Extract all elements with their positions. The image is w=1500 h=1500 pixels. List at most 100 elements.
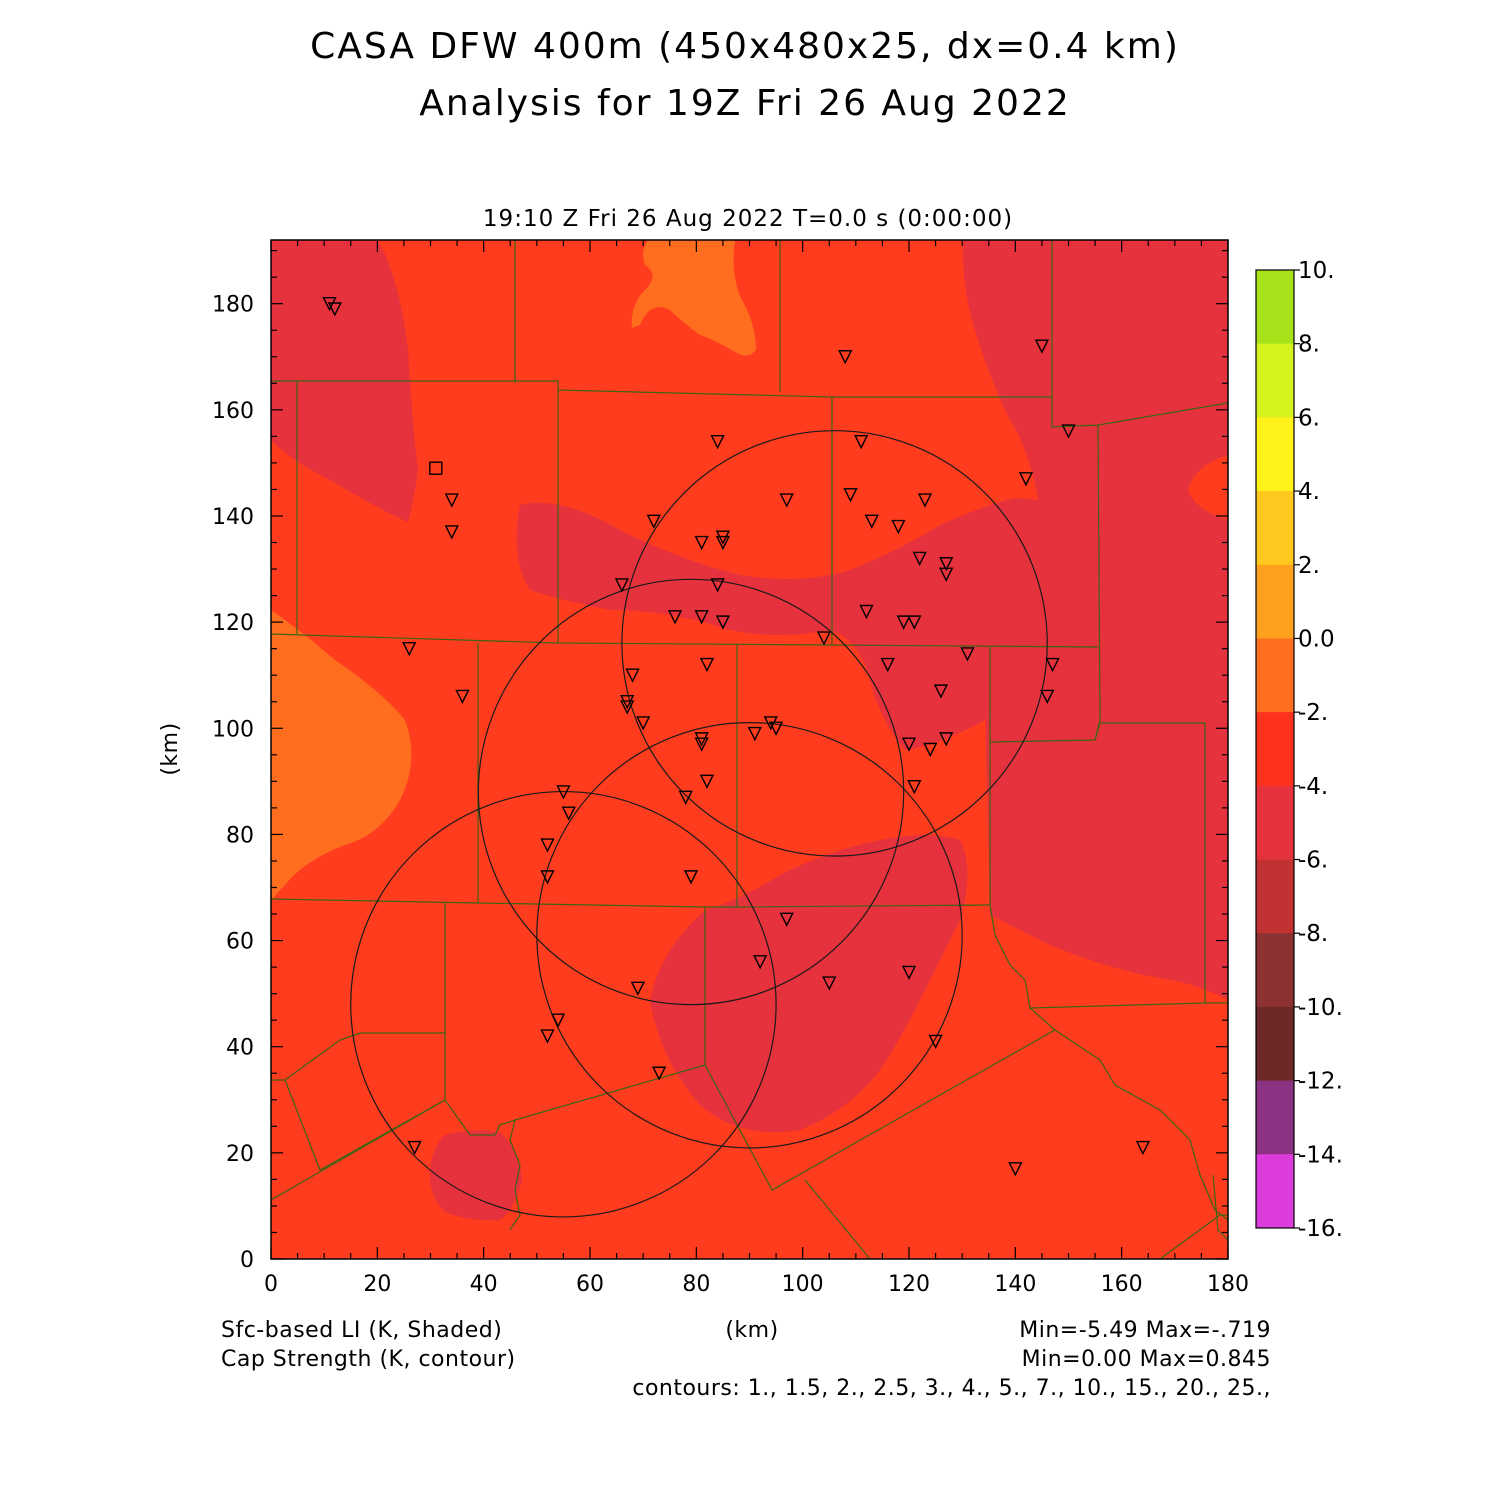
x-tick-label: 100 [782, 1272, 824, 1297]
station-marker [683, 870, 699, 885]
station-marker [891, 519, 906, 535]
station-marker [667, 610, 683, 625]
station-marker [843, 488, 858, 503]
station-marker [1135, 1140, 1151, 1156]
station-marker [747, 726, 762, 742]
colorbar-frame [1255, 269, 1295, 1229]
contour-stats: Min=0.00 Max=0.845 [1022, 1347, 1271, 1372]
y-tick-label: 20 [226, 1142, 254, 1167]
radar-circle [350, 790, 777, 1218]
colorbar-label: -14. [1298, 1142, 1343, 1168]
contours-list: contours: 1., 1.5, 2., 2.5, 3., 4., 5., … [632, 1376, 1271, 1401]
county-boundaries [271, 240, 1228, 1259]
station-marker [636, 716, 651, 731]
field-label: Sfc-based LI (K, Shaded) [221, 1318, 502, 1343]
field-region-orange-north [631, 240, 756, 356]
station-marker [678, 790, 693, 805]
field-region-red-northeast [962, 240, 1228, 1000]
station-marker [753, 955, 768, 970]
y-tick-label: 0 [240, 1248, 254, 1273]
station-marker [444, 493, 459, 508]
colorbar-swatch [1256, 417, 1294, 492]
station-marker [864, 514, 879, 529]
x-tick-label: 120 [888, 1272, 930, 1297]
station-marker [455, 689, 470, 704]
colorbar-label: 10. [1298, 258, 1335, 284]
contour-label: Cap Strength (K, contour) [221, 1347, 516, 1372]
station-marker [912, 551, 927, 567]
station-marker [646, 514, 661, 529]
y-tick-labels: 0 20 40 60 80 100 120 140 160 180 [212, 293, 254, 1273]
y-tick-label: 140 [212, 505, 254, 530]
station-marker [939, 732, 954, 747]
radar-circle [477, 578, 905, 1006]
station-marker [630, 981, 645, 996]
station-marker [710, 434, 725, 450]
colorbar-swatch [1256, 343, 1294, 418]
station-marker [699, 657, 715, 673]
time-label: 19:10 Z Fri 26 Aug 2022 T=0.0 s (0:00:00… [483, 206, 1013, 232]
station-marker [896, 615, 911, 630]
station-marker [556, 785, 571, 800]
colorbar-label: 4. [1298, 479, 1320, 505]
radar-range-circles [350, 430, 1048, 1218]
station-marker [901, 737, 917, 752]
field-region-orange-west [271, 610, 412, 900]
station-marker [933, 684, 949, 699]
station-marker [822, 976, 837, 991]
station-marker [625, 668, 640, 683]
x-tick-label: 40 [470, 1272, 498, 1297]
x-tick-label: 140 [994, 1272, 1036, 1297]
station-marker [540, 838, 555, 853]
station-marker [779, 493, 794, 508]
y-axis-label: (km) [158, 722, 183, 775]
station-marker [768, 721, 784, 736]
station-marker [838, 350, 853, 365]
station-marker [715, 535, 731, 551]
station-square-marker [429, 461, 443, 475]
x-tick-labels: 0 20 40 60 80 100 120 140 160 180 [264, 1272, 1249, 1297]
colorbar-label: 0.0 [1298, 626, 1335, 652]
colorbar-label: -16. [1298, 1216, 1343, 1242]
chart-title: CASA DFW 400m (450x480x25, dx=0.4 km) [310, 26, 1180, 67]
colorbar-label: -10. [1298, 995, 1343, 1021]
station-marker [651, 1066, 667, 1081]
y-tick-label: 120 [212, 611, 254, 636]
plot-area [271, 240, 1228, 1259]
station-marker [779, 912, 794, 927]
station-marker [407, 1140, 422, 1156]
station-marker [402, 641, 417, 657]
y-tick-label: 180 [212, 293, 254, 318]
colorbar-swatch [1256, 933, 1294, 1008]
colorbar-swatch [1256, 638, 1294, 713]
colorbar: 10. 8. 6. 4. 2. 0.0 -2. -4. -6. -8. -10. -12. -14. -1… [1255, 258, 1343, 1242]
field-region-red-southwest [429, 1130, 522, 1221]
x-tick-label: 180 [1207, 1272, 1249, 1297]
station-marker [540, 1029, 555, 1044]
x-tick-label: 160 [1101, 1272, 1143, 1297]
station-marker [939, 557, 954, 572]
station-marker [550, 1013, 566, 1028]
station-marker [694, 535, 709, 551]
colorbar-swatch [1256, 564, 1294, 639]
station-marker [928, 1034, 943, 1049]
station-marker [859, 604, 874, 620]
station-marker [1018, 472, 1034, 487]
field-stats: Min=-5.49 Max=-.719 [1019, 1318, 1271, 1343]
station-marker [907, 615, 922, 630]
colorbar-swatch [1256, 491, 1294, 566]
station-marker [854, 434, 869, 450]
station-marker [614, 578, 630, 593]
station-marker [960, 647, 975, 662]
radar-circle [621, 430, 1048, 857]
colorbar-swatch [1256, 859, 1294, 934]
y-tick-label: 80 [226, 823, 254, 848]
colorbar-swatch [1256, 270, 1294, 345]
radar-circle [536, 721, 963, 1149]
colorbar-label: -4. [1298, 774, 1328, 800]
station-marker [907, 779, 922, 795]
y-tick-label: 40 [226, 1036, 254, 1061]
colorbar-swatch [1256, 1080, 1294, 1155]
station-marker [939, 567, 954, 582]
